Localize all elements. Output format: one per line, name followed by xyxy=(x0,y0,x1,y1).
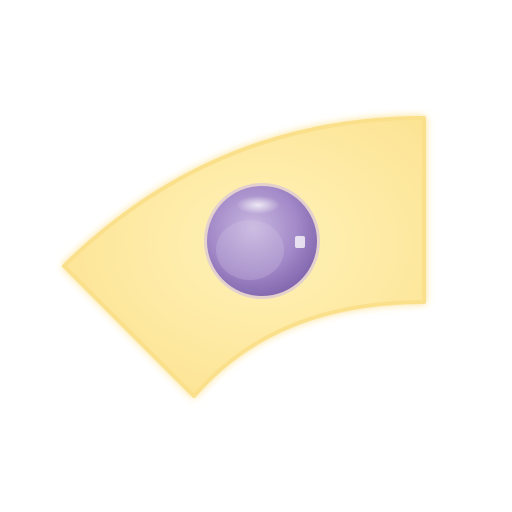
nucleus xyxy=(207,186,317,296)
nucleus-highlight-side xyxy=(295,236,305,248)
nucleus-inner-sheen xyxy=(216,220,284,280)
nucleus-highlight-top xyxy=(236,196,280,214)
